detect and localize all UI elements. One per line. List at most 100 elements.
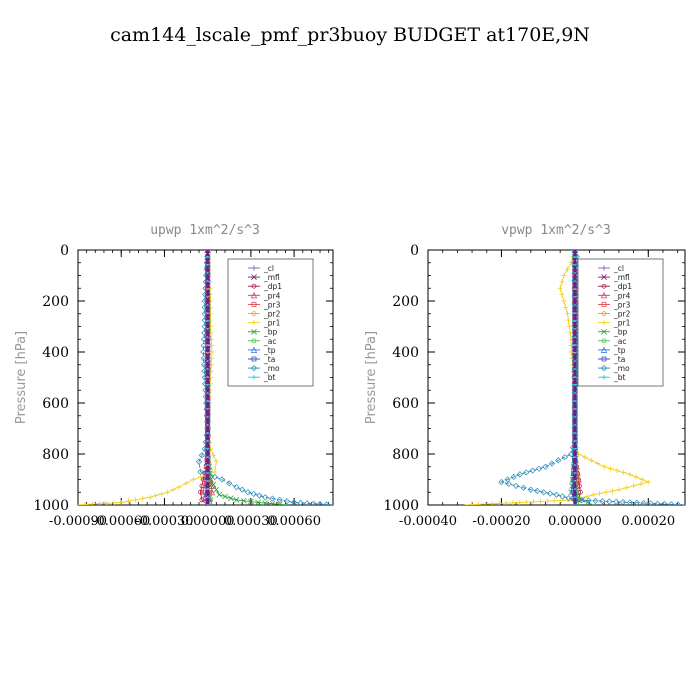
series-marker-mo [553, 491, 560, 498]
series-marker-bp [247, 498, 254, 505]
series-marker-pr1 [561, 272, 567, 279]
series-marker-pr1 [503, 500, 509, 505]
series-marker-pr1 [645, 479, 651, 485]
panel-title: vpwp 1xm^2/s^3 [501, 223, 611, 238]
series-marker-pr1 [213, 459, 219, 465]
legend-marker [601, 356, 607, 362]
series-marker-mo [323, 501, 330, 505]
series-marker-pr1 [210, 452, 217, 458]
y-tick-label: 400 [392, 345, 419, 361]
series-marker-pr1 [140, 496, 146, 502]
series-marker-bp [222, 493, 228, 500]
series-marker-mo [256, 492, 263, 499]
legend-marker [250, 291, 258, 299]
series-marker-mo [276, 496, 283, 503]
y-tick-label: 200 [392, 294, 419, 310]
legend-marker [600, 346, 608, 353]
series-marker-mo [599, 498, 606, 505]
x-tick-label: 0.00030 [224, 514, 278, 529]
legend-box [577, 258, 664, 387]
series-marker-pr1 [496, 500, 502, 505]
series-marker-bp [269, 500, 276, 505]
series-marker-mo [542, 463, 549, 470]
series-marker-mo [197, 468, 204, 475]
x-tick-label: -0.00090 [49, 514, 107, 529]
series-marker-bp [213, 486, 220, 493]
y-axis-label: Pressure [hPa] [364, 331, 379, 424]
legend-marker [251, 328, 257, 335]
legend-label: _ac [613, 337, 626, 346]
series-marker-mo [675, 501, 682, 505]
series-marker-mo [523, 469, 530, 476]
x-tick-label: -0.00020 [472, 514, 530, 529]
series-marker-pr1 [183, 480, 189, 486]
legend: _cl_mfl_dp1_pr4_pr3_pr2_pr1_bp_ac_tp_ta_… [577, 258, 664, 387]
series-marker-mo [619, 499, 627, 505]
series-group [464, 250, 685, 505]
series-marker-pr1 [620, 469, 627, 476]
series-marker-pr1 [627, 471, 633, 477]
legend-label: _bt [263, 373, 276, 382]
series-marker-mo [250, 490, 257, 498]
series-marker-mo [291, 499, 298, 505]
series-marker-mo [559, 493, 566, 500]
legend-box [227, 258, 314, 387]
legend-label: _pr4 [613, 291, 631, 300]
x-tick-label: -0.00060 [92, 514, 150, 529]
legend-marker [250, 310, 258, 317]
legend-label: _pr1 [263, 319, 281, 328]
series-marker-mo [201, 329, 208, 336]
legend-marker [251, 374, 257, 380]
y-tick-label: 0 [410, 243, 419, 259]
series-marker-mo [535, 465, 543, 472]
legend-marker [601, 320, 607, 326]
series-marker-pr1 [568, 343, 574, 349]
x-tick-label: 0.00060 [267, 514, 321, 529]
series-marker-dp1 [199, 497, 205, 503]
series-marker-pr1 [564, 266, 571, 272]
series-marker-pr1 [565, 317, 572, 323]
series-marker-mo [244, 489, 252, 496]
series-marker-bp [227, 495, 234, 502]
series-line-pr1 [78, 250, 217, 505]
series-marker-mo [534, 487, 541, 495]
series-marker-pr1 [190, 476, 196, 483]
legend-marker [251, 320, 257, 326]
legend-marker [251, 283, 257, 289]
legend-label: _ac [263, 337, 276, 346]
series-marker-pr1 [197, 474, 204, 480]
series-marker-mo [613, 498, 620, 505]
vpwp-panel: vpwp 1xm^2/s^3 Pressure [hPa] 0 200 400 600 80… [364, 223, 686, 529]
legend: _cl_mfl_dp1_pr4_pr3_pr2_pr1_bp_ac_tp_ta_… [227, 258, 314, 387]
series-marker-mo [516, 471, 523, 478]
series-marker-pr1 [125, 498, 132, 504]
legend-marker [601, 338, 607, 344]
legend-marker [600, 365, 608, 372]
legend-label: _mfl [263, 273, 280, 282]
x-tick-label: -0.00040 [399, 514, 457, 529]
legend-label: _tp [263, 346, 276, 355]
series-marker-pr1 [118, 499, 124, 505]
x-tick-label: -0.00030 [135, 514, 193, 529]
series-marker-pr1 [568, 349, 574, 355]
y-tick-label: 600 [392, 396, 419, 412]
series-marker-pr1 [559, 279, 565, 285]
series-marker-mo [218, 476, 226, 483]
series-marker-pr1 [614, 467, 620, 474]
series-marker-pr1 [557, 285, 563, 291]
series-marker-mo [585, 497, 592, 504]
y-tick-label: 600 [42, 396, 69, 412]
y-tick-label: 0 [60, 243, 69, 259]
y-axis-label: Pressure [hPa] [14, 331, 29, 424]
legend-label: _dp1 [613, 282, 632, 291]
figure-title: cam144_lscale_pmf_pr3buoy BUDGET at170E,… [110, 24, 590, 46]
legend-marker [251, 274, 257, 280]
series-marker-mo [269, 495, 276, 502]
legend-label: _pr1 [613, 319, 631, 328]
series-marker-mo [561, 454, 568, 461]
series-marker-pr1 [564, 311, 571, 317]
series-marker-mo [505, 480, 512, 488]
y-tick-label: 1000 [383, 498, 419, 514]
legend-label: _tp [613, 346, 626, 355]
